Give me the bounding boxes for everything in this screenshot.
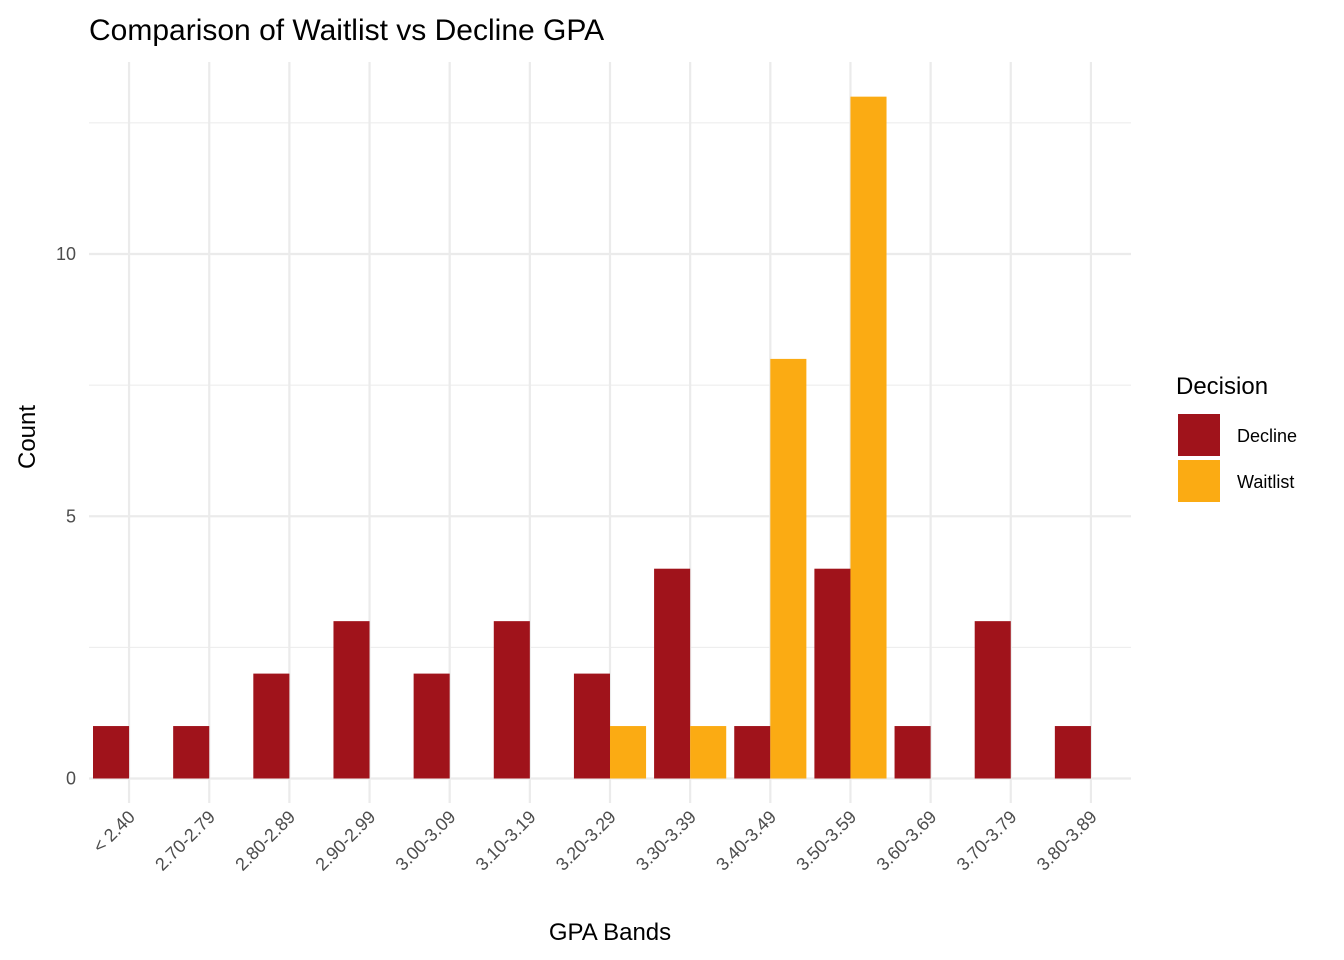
x-axis-title: GPA Bands (549, 919, 671, 946)
legend-label: Decline (1237, 426, 1297, 446)
y-axis-title: Count (14, 405, 41, 469)
bar-decline (93, 726, 130, 779)
y-axis-ticks: 0 5 10 (56, 244, 76, 789)
y-tick-label: 0 (66, 769, 76, 789)
x-tick-label: 3.40-3.49 (712, 807, 780, 875)
legend: Decision Decline Waitlist (1176, 373, 1297, 502)
chart-title: Comparison of Waitlist vs Decline GPA (89, 14, 604, 47)
legend-key-decline (1178, 414, 1220, 456)
bar-decline (814, 568, 851, 779)
x-tick-label: 3.10-3.19 (472, 807, 540, 875)
x-tick-label: 3.30-3.39 (632, 807, 700, 875)
bar-waitlist (770, 358, 807, 779)
x-axis-ticks: < 2.40 2.70-2.79 2.80-2.89 2.90-2.99 3.00-3.… (89, 807, 1101, 875)
x-tick-label: 3.20-3.29 (552, 807, 620, 875)
x-tick-label: 3.00-3.09 (392, 807, 460, 875)
bar-waitlist (850, 96, 887, 779)
bar-decline (734, 726, 771, 779)
x-tick-label: 2.80-2.89 (231, 807, 299, 875)
bar-decline (654, 568, 691, 779)
y-tick-label: 10 (56, 244, 76, 264)
bar-waitlist (690, 726, 727, 779)
legend-title: Decision (1176, 373, 1268, 400)
bar-decline (493, 621, 530, 779)
bar-decline (1054, 726, 1091, 779)
bar-decline (413, 673, 450, 779)
bar-decline (253, 673, 290, 779)
bars (93, 96, 1091, 779)
bar-decline (573, 673, 610, 779)
legend-key-waitlist (1178, 460, 1220, 502)
bar-waitlist (610, 726, 647, 779)
x-tick-label: 2.70-2.79 (151, 807, 219, 875)
x-tick-label: < 2.40 (89, 807, 139, 857)
x-tick-label: 2.90-2.99 (311, 807, 379, 875)
bar-decline (173, 726, 210, 779)
bar-decline (974, 621, 1011, 779)
bar-decline (333, 621, 370, 779)
legend-label: Waitlist (1237, 472, 1294, 492)
x-tick-label: 3.80-3.89 (1033, 807, 1101, 875)
x-tick-label: 3.50-3.59 (792, 807, 860, 875)
y-tick-label: 5 (66, 506, 76, 526)
x-tick-label: 3.70-3.79 (953, 807, 1021, 875)
x-tick-label: 3.60-3.69 (873, 807, 941, 875)
bar-decline (894, 726, 931, 779)
